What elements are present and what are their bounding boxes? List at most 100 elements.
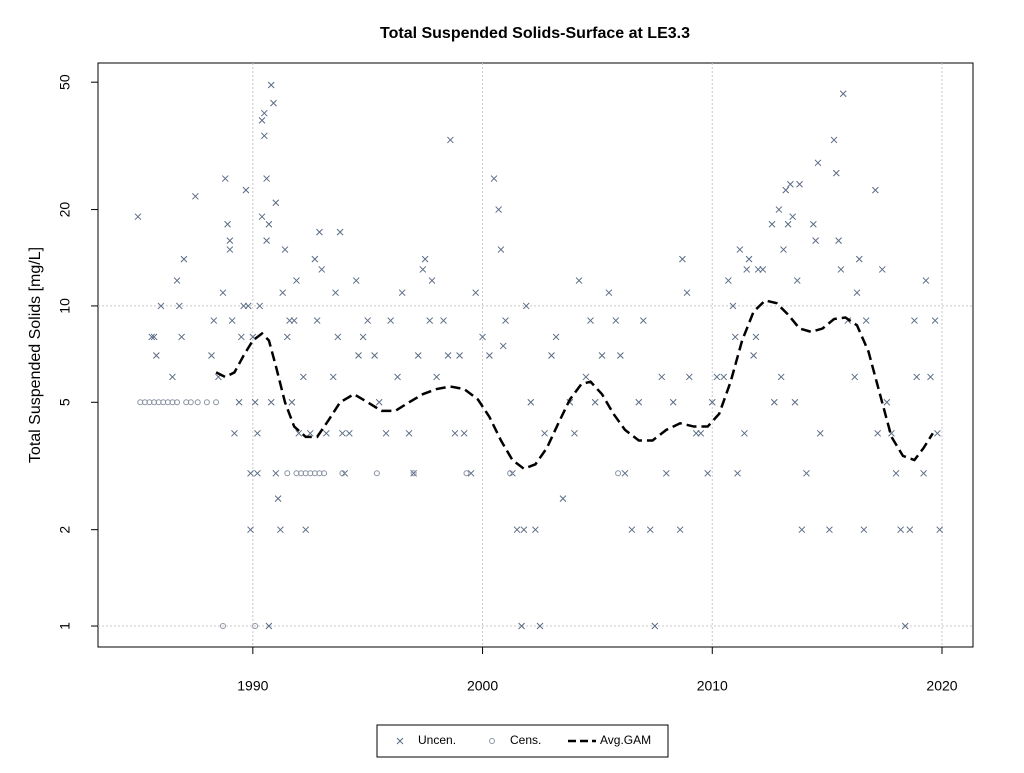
uncensored-point xyxy=(527,398,535,406)
uncensored-point xyxy=(263,237,270,244)
uncensored-point xyxy=(134,213,142,221)
uncensored-point xyxy=(683,289,691,297)
uncensored-point xyxy=(295,429,303,437)
uncensored-point xyxy=(628,526,636,534)
uncensored-point xyxy=(173,277,181,284)
uncensored-point xyxy=(237,333,245,341)
uncensored-point xyxy=(467,469,475,477)
uncensored-point xyxy=(752,333,760,341)
censored-point xyxy=(410,470,417,477)
uncensored-point xyxy=(258,213,266,221)
uncensored-point xyxy=(486,352,493,359)
uncensored-point xyxy=(927,373,934,381)
uncensored-point xyxy=(591,398,599,406)
uncensored-point xyxy=(796,180,803,188)
censored-point xyxy=(213,399,220,406)
uncensored-point xyxy=(832,169,840,177)
uncensored-point xyxy=(265,220,273,228)
uncensored-point xyxy=(874,429,882,437)
uncensored-point xyxy=(339,429,346,437)
uncensored-point xyxy=(782,186,790,194)
uncensored-point xyxy=(274,495,282,503)
uncensored-point xyxy=(283,333,291,341)
x-tick-label: 2000 xyxy=(467,678,498,694)
uncensored-point xyxy=(405,429,413,437)
uncensored-point xyxy=(770,398,778,406)
uncensored-point xyxy=(575,277,583,284)
uncensored-point xyxy=(148,333,156,341)
uncensored-point xyxy=(150,333,158,341)
censored-point xyxy=(187,399,194,406)
censored-point xyxy=(373,470,380,477)
uncensored-point xyxy=(444,352,452,359)
uncensored-point xyxy=(872,186,879,194)
uncensored-point xyxy=(329,373,337,381)
uncensored-point xyxy=(169,373,176,381)
uncensored-point xyxy=(336,228,344,236)
uncensored-point xyxy=(244,302,252,310)
uncensored-point xyxy=(809,220,817,228)
uncensored-point xyxy=(708,398,716,406)
uncensored-point xyxy=(734,469,741,477)
uncensored-point xyxy=(426,317,434,324)
uncensored-point xyxy=(791,398,799,406)
uncensored-point xyxy=(254,429,261,437)
uncensored-point xyxy=(502,317,509,324)
uncensored-point xyxy=(901,622,909,630)
uncensored-point xyxy=(559,495,567,503)
uncensored-point xyxy=(724,277,732,284)
uncensored-point xyxy=(263,175,270,182)
uncensored-point xyxy=(617,352,624,359)
x-tick-label: 2020 xyxy=(926,678,957,694)
uncensored-point xyxy=(175,302,183,310)
uncensored-point xyxy=(922,277,930,284)
uncensored-point xyxy=(582,373,590,381)
uncensored-point xyxy=(364,317,372,324)
censored-point xyxy=(284,470,291,477)
censored-point xyxy=(203,399,210,406)
uncensored-point xyxy=(704,469,712,477)
x-tick-label: 2010 xyxy=(697,678,728,694)
uncensored-point xyxy=(394,373,401,381)
uncensored-point xyxy=(345,429,353,437)
uncensored-point xyxy=(421,255,429,263)
uncensored-point xyxy=(495,206,502,213)
plot-frame xyxy=(97,62,974,648)
uncensored-point xyxy=(355,352,362,359)
y-tick-label: 10 xyxy=(57,298,73,314)
uncensored-point xyxy=(157,302,165,310)
uncensored-point xyxy=(793,277,801,284)
uncensored-point xyxy=(743,266,751,273)
uncensored-point xyxy=(759,266,767,273)
uncensored-point xyxy=(226,237,234,244)
uncensored-point xyxy=(860,526,868,534)
uncensored-point xyxy=(398,289,406,297)
uncensored-point xyxy=(837,266,845,273)
uncensored-point xyxy=(814,159,822,167)
uncensored-point xyxy=(532,526,539,534)
uncensored-point xyxy=(428,277,436,284)
uncensored-point xyxy=(249,333,257,341)
uncensored-point xyxy=(440,317,447,324)
uncensored-point xyxy=(853,289,861,297)
uncensored-point xyxy=(883,398,891,406)
censored-point xyxy=(174,399,181,406)
uncensored-point xyxy=(646,526,654,534)
uncensored-point xyxy=(679,255,686,263)
uncensored-point xyxy=(775,206,783,213)
uncensored-point xyxy=(260,109,268,117)
uncensored-point xyxy=(936,526,944,534)
uncensored-point xyxy=(247,469,254,477)
uncensored-point xyxy=(235,398,243,406)
uncensored-point xyxy=(548,352,555,359)
uncensored-point xyxy=(267,398,275,406)
uncensored-point xyxy=(571,429,578,437)
uncensored-point xyxy=(256,302,264,310)
uncensored-point xyxy=(265,622,273,630)
y-axis-label: Total Suspended Solids [mg/L] xyxy=(27,247,44,463)
uncensored-point xyxy=(750,352,757,359)
uncensored-point xyxy=(479,333,486,341)
uncensored-point xyxy=(387,317,395,324)
